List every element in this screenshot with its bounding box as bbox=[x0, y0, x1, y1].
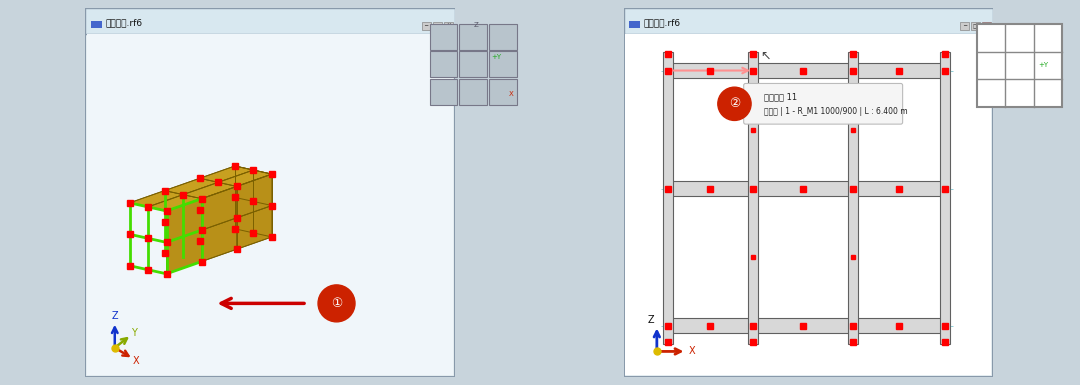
Text: 结果梁 | 1 - R_M1 1000/900 | L : 6.400 m: 结果梁 | 1 - R_M1 1000/900 | L : 6.400 m bbox=[764, 107, 907, 116]
Bar bbox=[623, 8, 994, 33]
Bar bbox=[753, 318, 853, 333]
Text: □: □ bbox=[973, 24, 978, 28]
Polygon shape bbox=[237, 174, 272, 218]
Text: ②: ② bbox=[729, 97, 740, 110]
Text: ─: ─ bbox=[963, 24, 967, 28]
Text: +Y: +Y bbox=[491, 54, 501, 60]
Bar bbox=[459, 52, 487, 77]
Polygon shape bbox=[166, 230, 202, 274]
Bar bbox=[853, 63, 945, 78]
Bar bbox=[940, 52, 950, 344]
Text: Z: Z bbox=[474, 22, 478, 28]
Bar bbox=[753, 63, 853, 78]
Text: ①: ① bbox=[330, 297, 342, 310]
Polygon shape bbox=[148, 195, 202, 211]
Text: ↖: ↖ bbox=[760, 49, 771, 62]
FancyBboxPatch shape bbox=[744, 84, 903, 124]
Bar bbox=[85, 8, 455, 33]
Text: ─: ─ bbox=[424, 24, 428, 28]
Bar bbox=[667, 318, 753, 333]
Text: □: □ bbox=[434, 24, 440, 28]
Bar bbox=[433, 22, 442, 30]
Text: Y: Y bbox=[132, 328, 137, 338]
Bar bbox=[960, 22, 969, 30]
Text: 实体模型.rf6: 实体模型.rf6 bbox=[106, 19, 143, 28]
Text: +Y: +Y bbox=[1038, 62, 1049, 69]
Text: Z: Z bbox=[111, 311, 118, 321]
Polygon shape bbox=[202, 186, 237, 230]
Polygon shape bbox=[200, 166, 254, 182]
Circle shape bbox=[318, 285, 355, 322]
Bar bbox=[848, 52, 858, 344]
Bar bbox=[489, 52, 517, 77]
Bar bbox=[853, 318, 945, 333]
Bar bbox=[489, 79, 517, 105]
Bar bbox=[747, 52, 758, 344]
Circle shape bbox=[718, 87, 751, 121]
Text: Z: Z bbox=[648, 315, 654, 325]
Polygon shape bbox=[237, 206, 272, 249]
Polygon shape bbox=[130, 191, 184, 207]
Text: ✕: ✕ bbox=[984, 24, 989, 28]
Bar bbox=[630, 21, 640, 28]
Text: X: X bbox=[689, 346, 696, 357]
Bar bbox=[489, 24, 517, 50]
Bar bbox=[421, 22, 431, 30]
Bar bbox=[430, 52, 458, 77]
Polygon shape bbox=[184, 182, 237, 199]
Polygon shape bbox=[164, 178, 218, 195]
Polygon shape bbox=[254, 170, 272, 206]
Bar bbox=[971, 22, 981, 30]
Polygon shape bbox=[254, 201, 272, 237]
Bar bbox=[91, 21, 102, 28]
Text: X: X bbox=[509, 91, 513, 97]
Text: 杆件编号 11: 杆件编号 11 bbox=[764, 92, 797, 101]
Polygon shape bbox=[234, 166, 254, 201]
Bar bbox=[430, 24, 458, 50]
Polygon shape bbox=[202, 218, 237, 261]
Bar bbox=[853, 181, 945, 196]
Text: ✕: ✕ bbox=[446, 24, 450, 28]
Bar bbox=[444, 22, 453, 30]
Bar bbox=[459, 24, 487, 50]
Bar bbox=[459, 79, 487, 105]
Text: 实体模型.rf6: 实体模型.rf6 bbox=[644, 19, 681, 28]
Polygon shape bbox=[234, 198, 254, 233]
Text: X: X bbox=[133, 356, 139, 366]
Bar bbox=[667, 63, 753, 78]
Bar bbox=[663, 52, 673, 344]
Polygon shape bbox=[166, 199, 202, 243]
Bar bbox=[667, 181, 753, 196]
Bar bbox=[982, 22, 991, 30]
Polygon shape bbox=[218, 170, 272, 186]
Bar bbox=[430, 79, 458, 105]
Bar bbox=[753, 181, 853, 196]
